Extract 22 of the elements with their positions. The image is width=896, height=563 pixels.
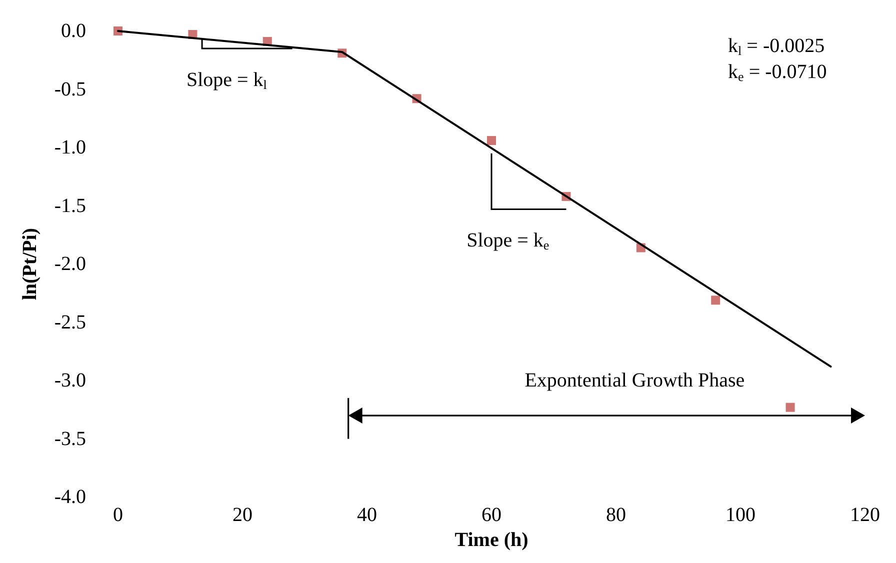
x-tick-label: 120 [850,504,880,526]
x-tick-label: 40 [357,504,377,526]
annotation: Expontential Growth Phase [524,370,745,392]
x-axis-title: Time (h) [454,529,528,551]
y-tick-label: -1.0 [54,136,86,159]
y-tick-label: -4.0 [54,486,86,508]
y-axis-title: ln(Pt/Pi) [19,228,41,300]
y-tick-label: -3.5 [54,428,86,450]
y-tick-label: -2.0 [54,253,86,276]
y-tick-label: -2.5 [54,311,86,334]
y-tick-label: -1.5 [54,194,86,217]
x-tick-label: 80 [606,504,626,526]
y-tick-label: -3.0 [54,370,86,392]
point [487,136,496,146]
y-tick-label: -0.5 [54,78,86,100]
x-tick-label: 20 [232,504,252,526]
x-tick-label: 60 [482,504,502,526]
y-tick-label: 0.0 [61,20,86,42]
x-tick-label: 0 [113,504,123,526]
x-tick-label: 100 [726,504,756,526]
point [711,296,720,305]
point [786,402,795,412]
